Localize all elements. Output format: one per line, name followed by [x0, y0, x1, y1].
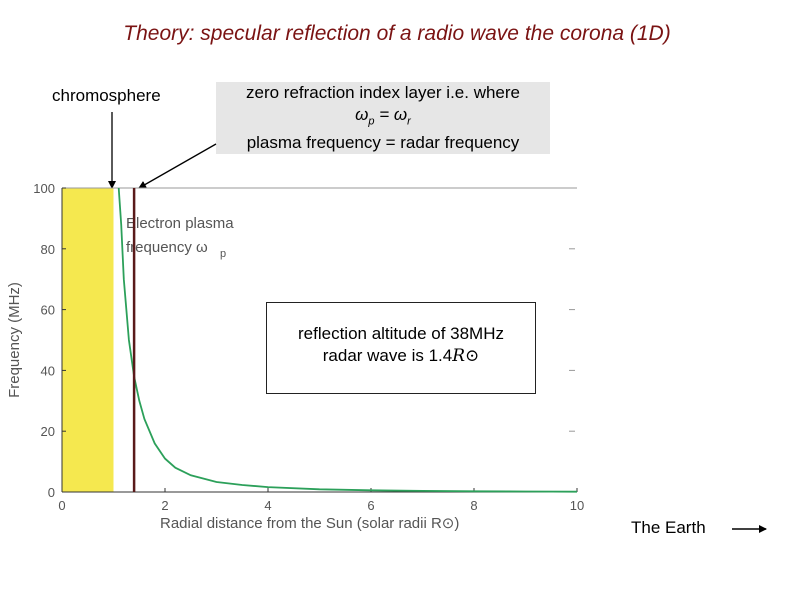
y-tick-label: 40: [41, 363, 55, 378]
y-tick-label: 20: [41, 424, 55, 439]
chromosphere-label: chromosphere: [52, 86, 161, 105]
x-tick-label: 10: [570, 498, 584, 513]
callout-equals-omega: = ω: [374, 105, 408, 124]
x-tick-label: 6: [367, 498, 374, 513]
reflection-line-1: reflection altitude of 38MHz: [298, 324, 504, 343]
callout-omega-p: ω: [355, 105, 369, 124]
x-tick-label: 0: [58, 498, 65, 513]
x-axis-label: Radial distance from the Sun (solar radi…: [160, 515, 459, 532]
y-tick-label: 0: [48, 485, 55, 500]
solar-radius-unit: R⊙: [452, 346, 480, 366]
slide-title: Theory: specular reflection of a radio w…: [123, 22, 671, 45]
reflection-altitude-box: reflection altitude of 38MHz radar wave …: [266, 302, 536, 394]
zero-refraction-callout: zero refraction index layer i.e. where ω…: [216, 82, 550, 154]
x-tick-label: 4: [264, 498, 271, 513]
x-tick-label: 2: [161, 498, 168, 513]
plot-area: 0 20 40 60 80 100 0 2 4 6 8 10 Radial distance from …: [6, 181, 584, 532]
reflection-line-2: radar wave is 1.4R⊙: [267, 345, 535, 367]
callout-omega-r-sub: r: [407, 115, 411, 128]
callout-arrow: [138, 143, 217, 189]
chromosphere-region: [62, 188, 114, 492]
series-annotation-line-1: Electron plasma: [126, 215, 234, 232]
callout-omega-p-sub: p: [368, 115, 375, 128]
reflection-value: radar wave is 1.4: [322, 346, 453, 365]
callout-line-3: plasma frequency = radar frequency: [246, 133, 520, 153]
y-tick-label: 100: [33, 181, 55, 196]
earth-label: The Earth: [631, 518, 706, 537]
series-annotation-line-2: frequency ω: [126, 239, 208, 256]
y-tick-label: 80: [41, 242, 55, 257]
x-tick-label: 8: [470, 498, 477, 513]
series-annotation-sub: p: [220, 248, 226, 260]
y-tick-label: 60: [41, 303, 55, 318]
callout-line-1: zero refraction index layer i.e. where: [245, 83, 521, 102]
callout-equation: ωp = ωr: [216, 104, 550, 132]
y-axis-label: Frequency (MHz): [6, 282, 23, 398]
plasma-frequency-curve: [117, 187, 578, 493]
